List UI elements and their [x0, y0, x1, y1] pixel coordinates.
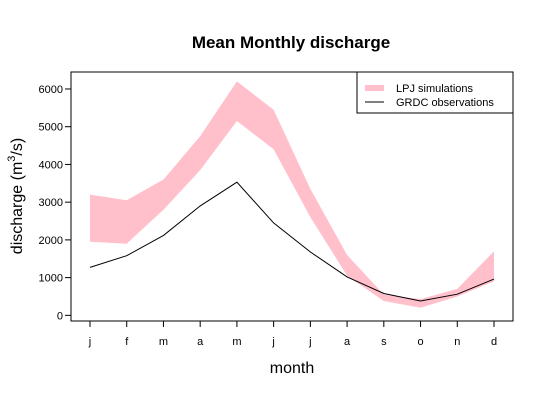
legend-label-lpj: LPJ simulations	[396, 83, 474, 95]
plot-frame	[70, 71, 514, 322]
y-axis-title-main: discharge (m	[9, 162, 26, 254]
y-tick-label: 3000	[39, 197, 63, 209]
y-axis-title: discharge (m3/s)	[6, 138, 26, 254]
x-tick-label: m	[232, 336, 241, 348]
y-tick-label: 0	[57, 310, 63, 322]
y-tick-label: 1000	[39, 273, 63, 285]
x-tick-label: j	[88, 336, 91, 348]
y-axis-title-superscript: 3	[6, 156, 18, 162]
x-tick-label: s	[381, 336, 387, 348]
x-tick-label: j	[308, 336, 311, 348]
legend-box	[356, 71, 514, 114]
x-tick-label: a	[344, 336, 351, 348]
x-tick-label: d	[491, 336, 497, 348]
observation-line-layer	[89, 181, 495, 302]
y-tick-label: 2000	[39, 235, 63, 247]
y-axis-title-tail: /s)	[9, 138, 26, 156]
y-axis: 0 1000 2000 3000 4000 5000 6000	[39, 84, 71, 322]
x-tick-label: a	[197, 336, 204, 348]
y-tick-label: 5000	[39, 122, 63, 134]
lpj-simulation-band	[90, 81, 494, 308]
legend-label-grdc: GRDC observations	[396, 97, 494, 109]
x-tick-label: n	[454, 336, 460, 348]
x-tick-label: m	[159, 336, 168, 348]
grdc-observation-line	[89, 181, 495, 302]
x-axis-title: month	[270, 360, 314, 377]
y-tick-label: 4000	[39, 159, 63, 171]
chart-title: Mean Monthly discharge	[192, 33, 390, 52]
x-tick-label: j	[271, 336, 274, 348]
x-tick-label: f	[125, 336, 129, 348]
x-tick-label: o	[417, 336, 423, 348]
simulation-band-layer	[90, 81, 494, 308]
y-tick-label: 6000	[39, 84, 63, 96]
legend: LPJ simulations GRDC observations	[356, 71, 514, 114]
